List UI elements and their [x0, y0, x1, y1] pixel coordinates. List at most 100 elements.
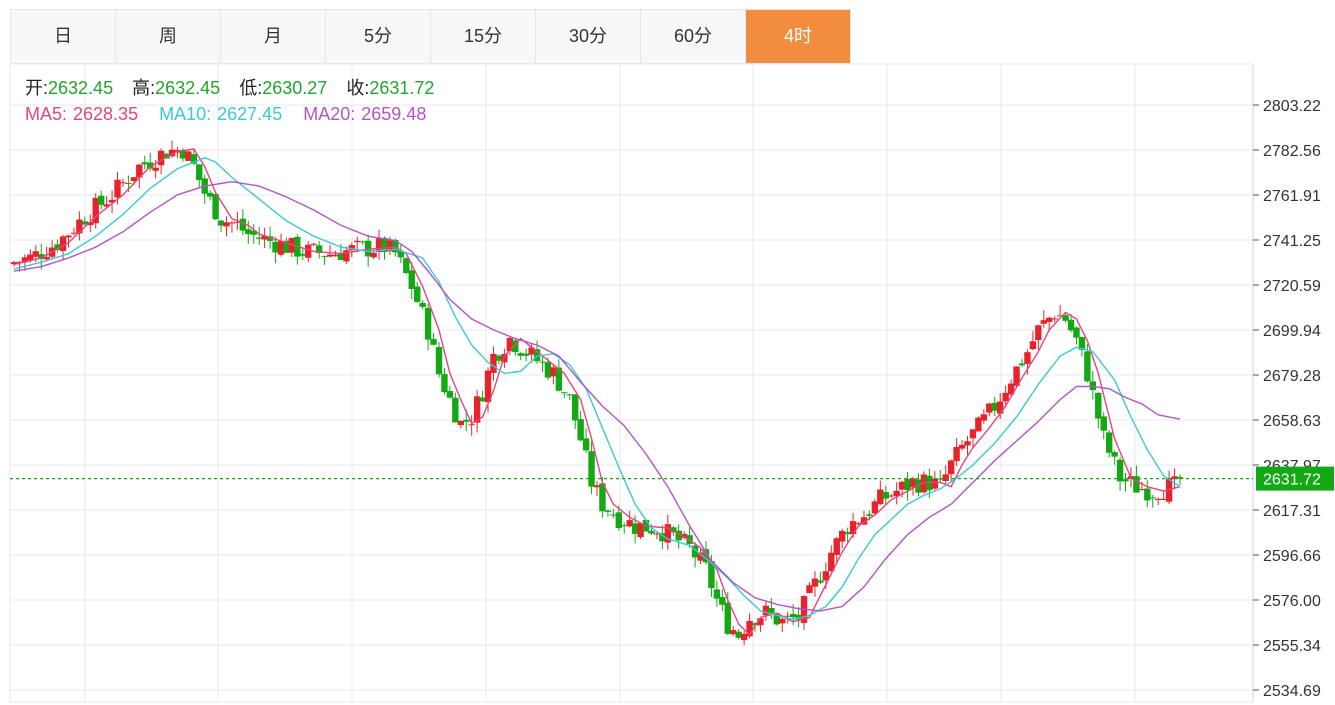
candle-body: [206, 192, 214, 197]
close-value: 2631.72: [369, 78, 435, 98]
candle-body: [255, 237, 263, 239]
tab-60min[interactable]: 60分: [641, 10, 746, 63]
candle-body: [740, 633, 748, 641]
candle-body: [375, 238, 383, 253]
candle-body: [413, 286, 421, 302]
candle-body: [484, 370, 492, 403]
candles: [10, 140, 1184, 646]
candle-body: [582, 438, 590, 451]
candle-body: [637, 523, 644, 538]
candle-body: [38, 254, 45, 259]
candle-body: [103, 204, 110, 207]
last-price-marker: 2631.72: [10, 466, 1334, 491]
candle-body: [21, 257, 29, 263]
y-tick-label: 2699.94: [1263, 323, 1321, 340]
ma-line-ma20: [13, 180, 1181, 612]
candle-body: [473, 396, 481, 423]
candle-body: [190, 154, 198, 164]
candle-body: [223, 222, 230, 227]
candle-body: [915, 479, 922, 493]
y-tick-label: 2720.59: [1263, 278, 1321, 295]
tab-day[interactable]: 日: [11, 10, 116, 63]
candle-body: [909, 478, 917, 488]
ma-line-ma5: [13, 148, 1181, 637]
ma5-value: 2628.35: [73, 104, 139, 124]
candle-body: [866, 514, 873, 516]
candle-body: [54, 244, 61, 250]
candle-body: [806, 585, 813, 593]
candle-body: [288, 237, 296, 253]
candle-body: [435, 347, 443, 375]
candle-body: [1007, 383, 1015, 395]
tab-month[interactable]: 月: [221, 10, 326, 63]
candle-body: [653, 533, 661, 535]
candle-body: [996, 401, 1004, 414]
candle-body: [332, 254, 339, 257]
y-tick-label: 2555.34: [1263, 638, 1321, 655]
candle-body: [1078, 336, 1086, 350]
candle-body: [168, 149, 176, 157]
close-label: 收:: [346, 78, 370, 98]
candle-body: [724, 602, 731, 634]
y-tick-label: 2761.91: [1263, 188, 1321, 205]
candle-body: [141, 162, 148, 165]
tab-4hour[interactable]: 4时: [746, 10, 851, 63]
candle-body: [386, 240, 394, 252]
candle-body: [1144, 488, 1151, 501]
candle-body: [588, 451, 595, 487]
candle-body: [266, 236, 274, 241]
candle-body: [822, 571, 830, 581]
candle-body: [1002, 392, 1009, 402]
candle-body: [392, 239, 399, 253]
candle-body: [245, 229, 252, 235]
ohlc-info: 开:2632.45 高:2632.45 低:2630.27 收:2631.72 …: [25, 75, 448, 127]
tab-week[interactable]: 周: [116, 10, 221, 63]
candle-body: [833, 538, 840, 555]
candle-body: [16, 261, 23, 263]
candle-body: [855, 523, 862, 525]
candle-body: [239, 218, 247, 231]
tab-5min[interactable]: 5分: [326, 10, 431, 63]
candle-body: [615, 512, 622, 529]
candle-body: [81, 221, 89, 225]
candle-body: [452, 397, 459, 423]
candle-body: [969, 429, 977, 439]
candle-body: [1111, 452, 1118, 457]
tab-15min[interactable]: 15分: [431, 10, 536, 63]
candle-body: [479, 397, 486, 402]
candle-body: [686, 535, 693, 544]
candle-body: [490, 353, 497, 373]
ma-lines: [13, 148, 1181, 637]
y-tick-label: 2803.22: [1263, 98, 1321, 115]
candle-body: [119, 182, 127, 184]
candle-body: [517, 353, 524, 356]
candle-body: [108, 199, 116, 203]
candle-body: [397, 250, 405, 258]
candle-body: [1013, 366, 1020, 386]
ohlc-row: 开:2632.45 高:2632.45 低:2630.27 收:2631.72: [25, 75, 448, 101]
candle-body: [604, 510, 612, 512]
timeframe-tabs: 日 周 月 5分 15分 30分 60分 4时: [10, 9, 851, 64]
candle-body: [691, 545, 699, 558]
candle-body: [828, 552, 835, 572]
candle-body: [779, 618, 786, 624]
candle-body: [1149, 497, 1156, 499]
candle-body: [893, 490, 900, 497]
candle-body: [364, 240, 372, 257]
candle-body: [621, 525, 628, 527]
candle-body: [92, 197, 99, 224]
candle-body: [768, 607, 775, 614]
candle-body: [179, 150, 187, 159]
y-tick-label: 2679.28: [1263, 368, 1321, 385]
candle-body: [1089, 381, 1097, 391]
price-axis: 2803.22 2782.56 2761.91 2741.25 2720.59 2699.…: [1253, 98, 1321, 700]
candle-body: [947, 460, 955, 475]
low-value: 2630.27: [262, 78, 328, 98]
candle-body: [10, 262, 18, 265]
candle-body: [1029, 341, 1037, 350]
candle-body: [136, 164, 143, 178]
candle-body: [27, 254, 34, 261]
candle-body: [975, 417, 982, 432]
tab-30min[interactable]: 30分: [536, 10, 641, 63]
